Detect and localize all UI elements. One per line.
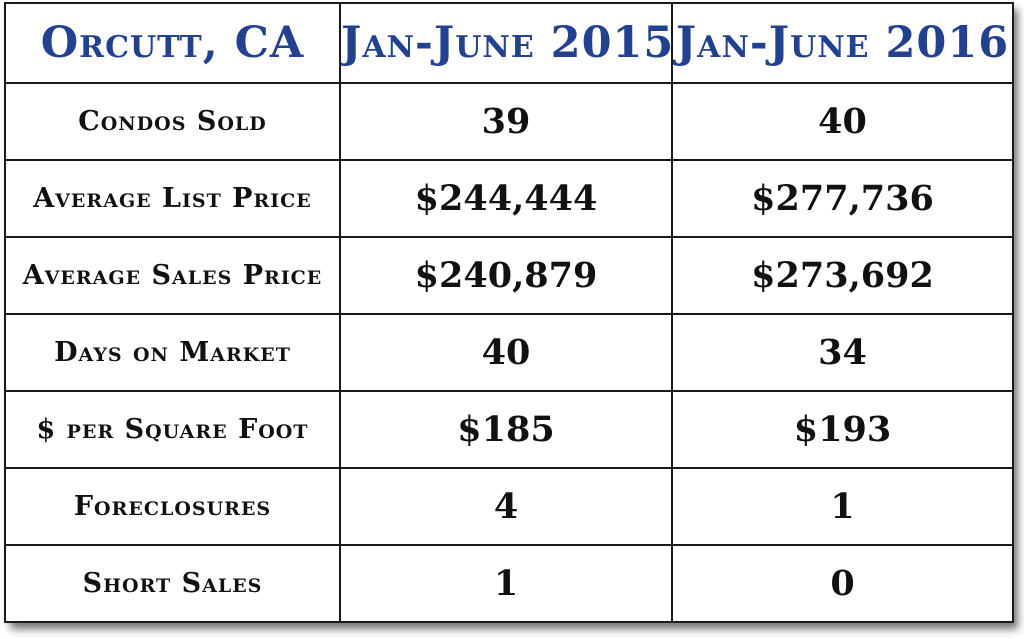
days-on-market-2016-value: 34: [671, 313, 1014, 392]
market-stats-card: Orcutt, CA Jan-June 2015 Jan-June 2016 C…: [4, 2, 1014, 623]
days-on-market-2015-value: 40: [339, 313, 673, 392]
row-label-foreclosures: Foreclosures: [4, 467, 341, 546]
condos-sold-2015-value: 39: [339, 82, 673, 161]
average-sales-price-2015-value: $240,879: [339, 236, 673, 315]
table-row: Average List Price $244,444 $277,736: [4, 159, 1014, 238]
price-per-square-foot-2015-value: $185: [339, 390, 673, 469]
table-header-row: Orcutt, CA Jan-June 2015 Jan-June 2016: [4, 2, 1014, 84]
condos-sold-2016-value: 40: [671, 82, 1014, 161]
foreclosures-2015-value: 4: [339, 467, 673, 546]
average-sales-price-2016-value: $273,692: [671, 236, 1014, 315]
table-row: Foreclosures 4 1: [4, 467, 1014, 546]
table-row: Days on Market 40 34: [4, 313, 1014, 392]
row-label-days-on-market: Days on Market: [4, 313, 341, 392]
row-label-average-sales-price: Average Sales Price: [4, 236, 341, 315]
row-label-condos-sold: Condos Sold: [4, 82, 341, 161]
row-label-average-list-price: Average List Price: [4, 159, 341, 238]
market-stats-table: Orcutt, CA Jan-June 2015 Jan-June 2016 C…: [4, 2, 1014, 623]
foreclosures-2016-value: 1: [671, 467, 1014, 546]
row-label-short-sales: Short Sales: [4, 544, 341, 623]
short-sales-2015-value: 1: [339, 544, 673, 623]
table-row: Short Sales 1 0: [4, 544, 1014, 623]
location-header: Orcutt, CA: [4, 2, 341, 84]
price-per-square-foot-2016-value: $193: [671, 390, 1014, 469]
table-row: Average Sales Price $240,879 $273,692: [4, 236, 1014, 315]
row-label-price-per-square-foot: $ per Square Foot: [4, 390, 341, 469]
table-row: $ per Square Foot $185 $193: [4, 390, 1014, 469]
period-2016-header: Jan-June 2016: [671, 2, 1014, 84]
table-row: Condos Sold 39 40: [4, 82, 1014, 161]
average-list-price-2015-value: $244,444: [339, 159, 673, 238]
period-2015-header: Jan-June 2015: [339, 2, 673, 84]
short-sales-2016-value: 0: [671, 544, 1014, 623]
average-list-price-2016-value: $277,736: [671, 159, 1014, 238]
